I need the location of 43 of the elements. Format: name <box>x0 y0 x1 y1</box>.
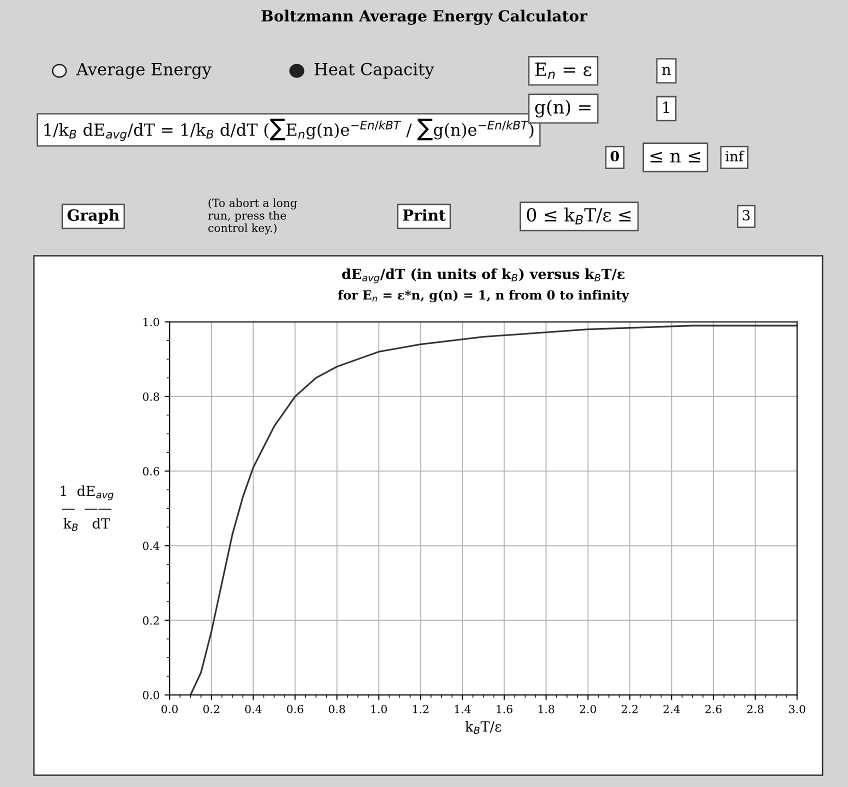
x-tick-label: 0.2 <box>203 704 220 714</box>
text: inf <box>726 150 744 162</box>
text: Print <box>402 209 446 221</box>
text: E$_{n}$ = ε <box>535 62 592 79</box>
y-tick-label: 1.0 <box>144 318 160 326</box>
x-tick-label: 2.2 <box>622 704 638 714</box>
x-tick-label: 2.8 <box>747 704 764 714</box>
x-tick-label: 0.0 <box>162 704 178 714</box>
text: n <box>662 66 671 76</box>
text: Heat Capacity <box>314 62 434 79</box>
chart-subtitle: for E$_{n}$ = ε*n, g(n) = 1, n from 0 to infinity <box>338 290 630 302</box>
text: Boltzmann Average Energy Calculator <box>262 10 588 25</box>
x-tick-label: 0.6 <box>287 704 304 714</box>
y-tick-label: 0.0 <box>142 690 160 700</box>
x-tick-label: 1.6 <box>496 704 512 714</box>
text: Graph <box>68 209 120 224</box>
text: ≤ n ≤ <box>650 152 700 162</box>
text: (To abort a long run, press the control key.) <box>208 198 297 234</box>
y-tick-label: 0.6 <box>142 467 160 476</box>
x-tick-label: 2.0 <box>580 704 596 714</box>
x-tick-label: 0.4 <box>245 704 262 714</box>
y-tick-label: 0.4 <box>142 542 160 550</box>
y-tick-label: 0.8 <box>142 392 160 401</box>
x-tick-label: 0.8 <box>328 704 346 714</box>
text: g(n) = <box>535 100 590 118</box>
text: 3 <box>742 210 750 220</box>
text: Average Energy <box>76 63 212 79</box>
x-tick-label: 1.4 <box>454 704 471 714</box>
text: 1/k$_{B}$ dE$_{avg}$/dT = 1/k$_{B}$ d/dT (∑E$_{n}$g(n)e$^{−En/kBT}$ / ∑g(n)e$^{−En/kBT}$) <box>44 118 534 141</box>
x-tick-label: 2.6 <box>705 704 722 714</box>
x-tick-label: 1.0 <box>371 704 387 714</box>
x-tick-label: 2.4 <box>664 704 680 714</box>
x-tick-label: 1.2 <box>413 704 428 714</box>
x-tick-label: 1.8 <box>538 704 554 714</box>
x-tick-label: 3.0 <box>789 704 806 714</box>
x-axis-title: k$_{B}$T/ε <box>465 720 502 734</box>
y-tick-label: 0.2 <box>142 616 159 625</box>
text: 0 <box>610 150 619 162</box>
text: 0 ≤ k$_{B}$T/ε ≤ <box>526 208 631 224</box>
text: 1 dE$_{avg}$ — —— k$_{B}$ dT <box>60 485 114 531</box>
line-series <box>190 324 798 695</box>
chart-title: dE$_{avg}$/dT (in units of k$_{B}$) versus k$_{B}$T/ε <box>342 268 624 284</box>
text: 1 <box>663 101 669 113</box>
